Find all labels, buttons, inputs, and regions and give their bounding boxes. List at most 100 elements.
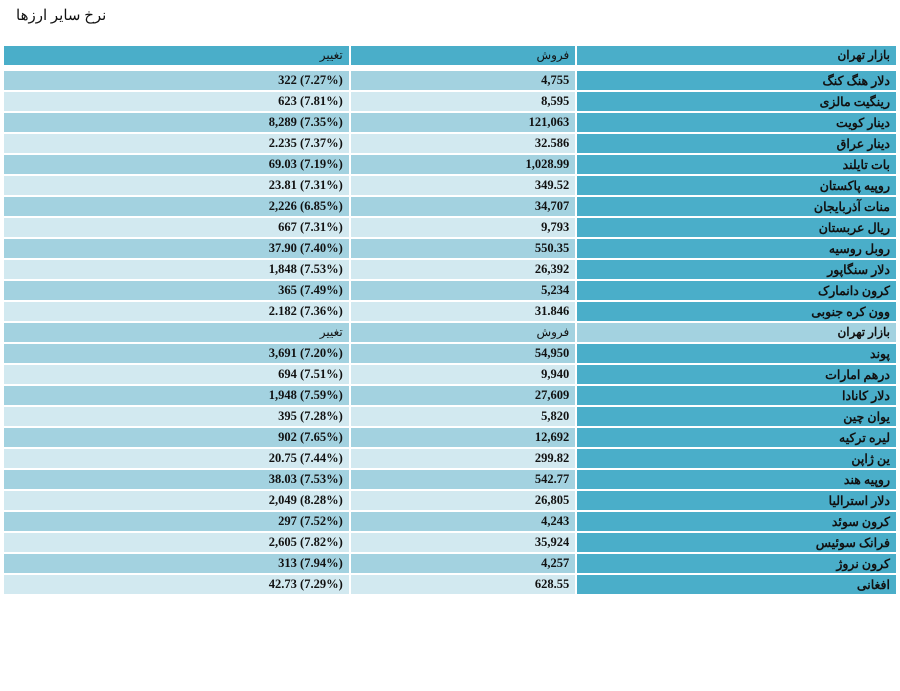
currency-name-cell: کرون نروژ [577, 554, 896, 573]
change-cell: (7.28%) 395 [4, 407, 349, 426]
currency-name-cell: دلار هنگ کنگ [577, 71, 896, 90]
subheader-change: تغییر [4, 323, 349, 342]
change-cell: (6.85%) 2,226 [4, 197, 349, 216]
sell-cell: 5,234 [350, 281, 576, 300]
table-row: (7.27%) 322 4,755 دلار هنگ کنگ [4, 71, 896, 90]
currency-name-cell: پوند [577, 344, 896, 363]
change-cell: (7.94%) 313 [4, 554, 349, 573]
change-cell: (7.36%) 2.182 [4, 302, 349, 321]
table-row: (7.44%) 20.75 299.82 ین ژاپن [4, 449, 896, 468]
table-row: (7.40%) 37.90 550.35 روبل روسیه [4, 239, 896, 258]
currency-name-cell: دینار کویت [577, 113, 896, 132]
rates-table-body: تغییر فروش بازار تهران (7.27%) 322 4,755 د… [4, 46, 896, 594]
change-cell: (7.65%) 902 [4, 428, 349, 447]
table-row: (7.52%) 297 4,243 کرون سوئد [4, 512, 896, 531]
currency-name-cell: دلار استرالیا [577, 491, 896, 510]
sell-cell: 8,595 [350, 92, 576, 111]
currency-name-cell: دلار کانادا [577, 386, 896, 405]
currency-rates-table: تغییر فروش بازار تهران (7.27%) 322 4,755 د… [2, 44, 898, 596]
table-row: (7.51%) 694 9,940 درهم امارات [4, 365, 896, 384]
currency-name-cell: فرانک سوئیس [577, 533, 896, 552]
sell-cell: 349.52 [350, 176, 576, 195]
change-cell: (7.35%) 8,289 [4, 113, 349, 132]
sell-cell: 4,257 [350, 554, 576, 573]
sell-cell: 34,707 [350, 197, 576, 216]
change-cell: (7.27%) 322 [4, 71, 349, 90]
table-row: (7.20%) 3,691 54,950 پوند [4, 344, 896, 363]
table-subheader-row: تغییر فروش بازار تهران [4, 323, 896, 342]
currency-name-cell: یوان چین [577, 407, 896, 426]
change-cell: (7.81%) 623 [4, 92, 349, 111]
table-row: (7.19%) 69.03 1,028.99 بات تایلند [4, 155, 896, 174]
sell-cell: 4,243 [350, 512, 576, 531]
table-row: (7.82%) 2,605 35,924 فرانک سوئیس [4, 533, 896, 552]
currency-name-cell: کرون دانمارک [577, 281, 896, 300]
currency-name-cell: بات تایلند [577, 155, 896, 174]
sell-cell: 628.55 [350, 575, 576, 594]
table-row: (7.53%) 1,848 26,392 دلار سنگاپور [4, 260, 896, 279]
currency-name-cell: دینار عراق [577, 134, 896, 153]
change-cell: (7.40%) 37.90 [4, 239, 349, 258]
sell-cell: 9,793 [350, 218, 576, 237]
table-row: (7.49%) 365 5,234 کرون دانمارک [4, 281, 896, 300]
change-cell: (7.53%) 1,848 [4, 260, 349, 279]
sell-cell: 54,950 [350, 344, 576, 363]
sell-cell: 1,028.99 [350, 155, 576, 174]
table-header-row: تغییر فروش بازار تهران [4, 46, 896, 65]
currency-name-cell: روبل روسیه [577, 239, 896, 258]
change-cell: (7.37%) 2.235 [4, 134, 349, 153]
sell-cell: 9,940 [350, 365, 576, 384]
currency-name-cell: ریال عربستان [577, 218, 896, 237]
change-cell: (7.19%) 69.03 [4, 155, 349, 174]
change-cell: (7.31%) 667 [4, 218, 349, 237]
subheader-sell: فروش [350, 323, 576, 342]
currency-name-cell: دلار سنگاپور [577, 260, 896, 279]
change-cell: (7.51%) 694 [4, 365, 349, 384]
header-market: بازار تهران [577, 46, 896, 65]
table-row: (7.59%) 1,948 27,609 دلار کانادا [4, 386, 896, 405]
currency-name-cell: لیره ترکیه [577, 428, 896, 447]
sell-cell: 32.586 [350, 134, 576, 153]
table-row: (8.28%) 2,049 26,805 دلار استرالیا [4, 491, 896, 510]
currency-name-cell: منات آذربایجان [577, 197, 896, 216]
header-change: تغییر [4, 46, 349, 65]
change-cell: (7.49%) 365 [4, 281, 349, 300]
change-cell: (7.59%) 1,948 [4, 386, 349, 405]
table-row: (7.29%) 42.73 628.55 افغانی [4, 575, 896, 594]
sell-cell: 35,924 [350, 533, 576, 552]
change-cell: (7.52%) 297 [4, 512, 349, 531]
sell-cell: 26,392 [350, 260, 576, 279]
page-title: نرخ سایر ارزها [16, 8, 107, 24]
header-sell: فروش [350, 46, 576, 65]
table-row: (7.81%) 623 8,595 رینگیت مالزی [4, 92, 896, 111]
currency-name-cell: ین ژاپن [577, 449, 896, 468]
sell-cell: 121,063 [350, 113, 576, 132]
change-cell: (7.44%) 20.75 [4, 449, 349, 468]
currency-name-cell: رینگیت مالزی [577, 92, 896, 111]
table-row: (7.28%) 395 5,820 یوان چین [4, 407, 896, 426]
table-row: (7.53%) 38.03 542.77 روپیه هند [4, 470, 896, 489]
sell-cell: 299.82 [350, 449, 576, 468]
sell-cell: 26,805 [350, 491, 576, 510]
change-cell: (8.28%) 2,049 [4, 491, 349, 510]
header-spacer [4, 67, 896, 69]
subheader-market: بازار تهران [577, 323, 896, 342]
sell-cell: 4,755 [350, 71, 576, 90]
change-cell: (7.82%) 2,605 [4, 533, 349, 552]
currency-name-cell: وون کره جنوبی [577, 302, 896, 321]
sell-cell: 542.77 [350, 470, 576, 489]
table-row: (7.94%) 313 4,257 کرون نروژ [4, 554, 896, 573]
change-cell: (7.31%) 23.81 [4, 176, 349, 195]
sell-cell: 31.846 [350, 302, 576, 321]
currency-name-cell: روپیه هند [577, 470, 896, 489]
currency-name-cell: درهم امارات [577, 365, 896, 384]
change-cell: (7.29%) 42.73 [4, 575, 349, 594]
sell-cell: 550.35 [350, 239, 576, 258]
sell-cell: 5,820 [350, 407, 576, 426]
table-row: (7.65%) 902 12,692 لیره ترکیه [4, 428, 896, 447]
currency-name-cell: افغانی [577, 575, 896, 594]
currency-name-cell: روپیه پاکستان [577, 176, 896, 195]
change-cell: (7.53%) 38.03 [4, 470, 349, 489]
sell-cell: 12,692 [350, 428, 576, 447]
table-row: (7.37%) 2.235 32.586 دینار عراق [4, 134, 896, 153]
